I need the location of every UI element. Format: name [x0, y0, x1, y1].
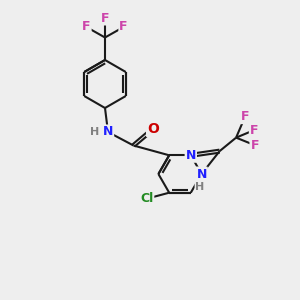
Text: F: F [119, 20, 128, 34]
Text: F: F [250, 124, 258, 136]
Text: F: F [250, 139, 259, 152]
Text: F: F [241, 110, 249, 123]
Text: F: F [101, 11, 109, 25]
Text: H: H [196, 182, 205, 192]
Text: N: N [186, 149, 196, 162]
Text: N: N [103, 125, 113, 139]
Text: N: N [196, 167, 207, 181]
Text: H: H [90, 127, 99, 137]
Text: O: O [147, 122, 159, 136]
Text: F: F [82, 20, 91, 34]
Text: Cl: Cl [140, 192, 153, 205]
